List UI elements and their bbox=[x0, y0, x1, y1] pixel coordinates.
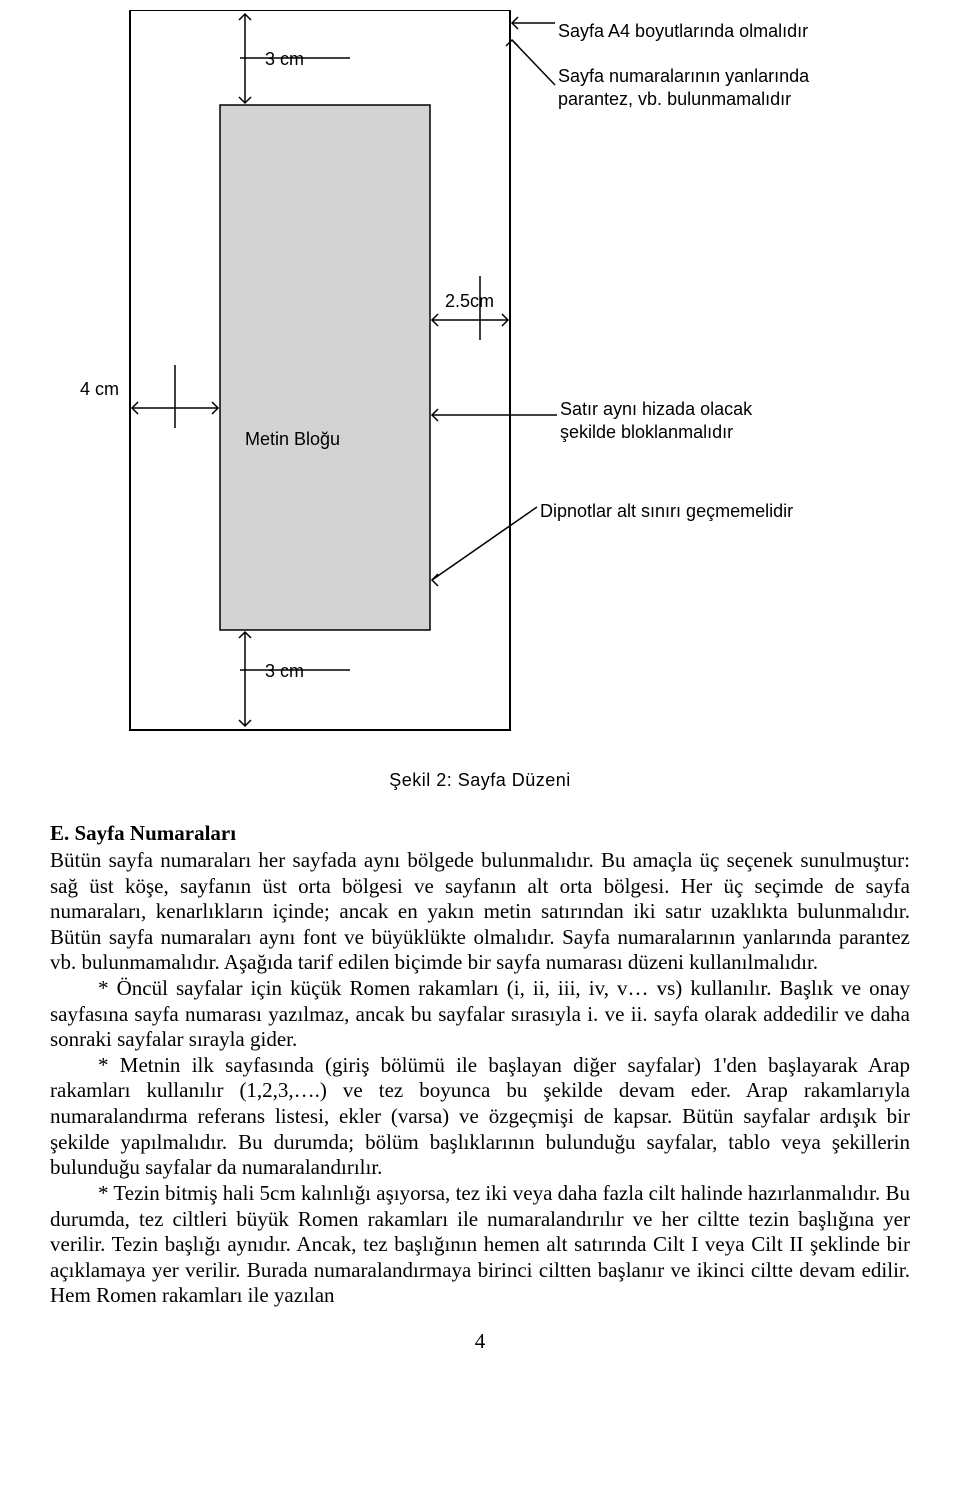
annotation-1: Sayfa numaralarının yanlarında parantez,… bbox=[558, 65, 809, 110]
diagram-svg bbox=[50, 10, 910, 760]
margin-right-label: 2.5cm bbox=[445, 290, 494, 313]
annotation-3: Dipnotlar alt sınırı geçmemelidir bbox=[540, 500, 793, 523]
margin-bottom-label: 3 cm bbox=[265, 660, 304, 683]
annotation-2: Satır aynı hizada olacak şekilde bloklan… bbox=[560, 398, 752, 443]
section-body: Bütün sayfa numaraları her sayfada aynı … bbox=[50, 848, 910, 1309]
figure-caption: Şekil 2: Sayfa Düzeni bbox=[50, 770, 910, 791]
page-layout-diagram: 3 cm 3 cm 4 cm 2.5cm Metin Bloğu Sayfa A4 boy… bbox=[50, 10, 910, 760]
paragraph-2: * Öncül sayfalar için küçük Romen rakaml… bbox=[50, 976, 910, 1053]
annotation-0: Sayfa A4 boyutlarında olmalıdır bbox=[558, 20, 808, 43]
text-block-label: Metin Bloğu bbox=[245, 428, 340, 451]
paragraph-3: * Metnin ilk sayfasında (giriş bölümü il… bbox=[50, 1053, 910, 1181]
margin-left-label: 4 cm bbox=[80, 378, 119, 401]
figure-wrapper: 3 cm 3 cm 4 cm 2.5cm Metin Bloğu Sayfa A4 boy… bbox=[50, 10, 910, 791]
paragraph-1: Bütün sayfa numaraları her sayfada aynı … bbox=[50, 848, 910, 976]
paragraph-4: * Tezin bitmiş hali 5cm kalınlığı aşıyor… bbox=[50, 1181, 910, 1309]
page-number: 4 bbox=[50, 1329, 910, 1354]
section-heading: E. Sayfa Numaraları bbox=[50, 821, 910, 846]
document-page: 3 cm 3 cm 4 cm 2.5cm Metin Bloğu Sayfa A4 boy… bbox=[0, 0, 960, 1384]
margin-top-label: 3 cm bbox=[265, 48, 304, 71]
